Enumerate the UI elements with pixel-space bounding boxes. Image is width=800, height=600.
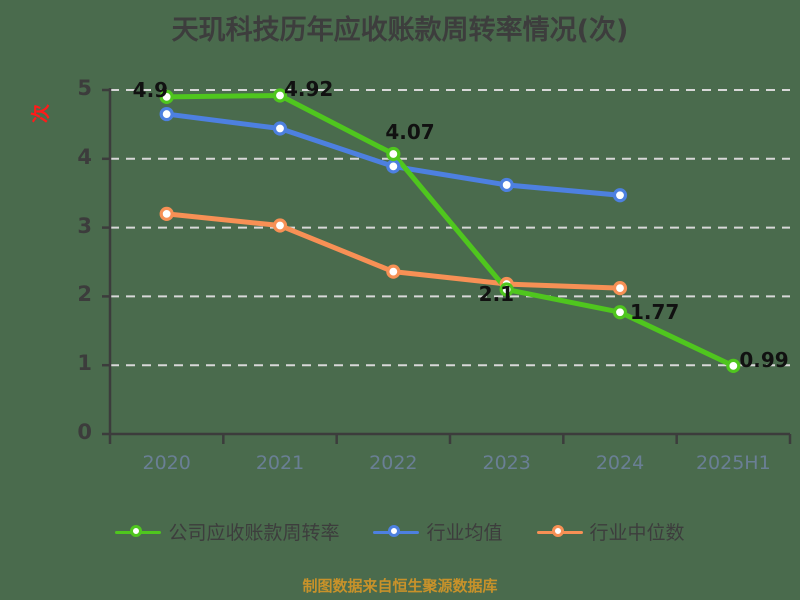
chart-legend: 公司应收账款周转率 行业均值 行业中位数 [0, 518, 800, 545]
data-point [499, 282, 514, 297]
y-tick-label: 4 [77, 144, 92, 169]
legend-item-1[interactable]: 公司应收账款周转率 [115, 518, 339, 545]
data-point [272, 218, 288, 233]
y-tick-label: 1 [77, 351, 92, 376]
x-tick-label: 2020 [142, 452, 191, 474]
data-label: 4.07 [385, 119, 435, 144]
data-point [386, 264, 401, 279]
legend-marker-icon [536, 522, 583, 542]
legend-label: 行业均值 [426, 522, 503, 544]
chart-title: 天玑科技历年应收账款周转率情况(次) [171, 15, 629, 46]
data-point [159, 206, 174, 221]
data-point [612, 188, 628, 203]
legend-item-2[interactable]: 行业均值 [373, 518, 503, 545]
y-tick-label: 2 [77, 282, 92, 307]
data-label: 1.77 [630, 300, 680, 325]
y-tick-label: 0 [77, 420, 92, 444]
legend-item-3[interactable]: 行业中位数 [536, 518, 685, 545]
legend-dot-icon [388, 524, 401, 537]
data-label: 4.92 [284, 76, 334, 101]
data-point [159, 89, 174, 104]
data-point [612, 281, 628, 296]
chart-footer-note: 制图数据来自恒生聚源数据库 [302, 577, 498, 595]
data-point [726, 358, 741, 373]
data-label: 2.1 [478, 281, 515, 306]
x-tick-label: 2021 [255, 452, 305, 474]
y-tick-label: 3 [77, 213, 92, 238]
legend-label: 行业中位数 [589, 522, 685, 544]
legend-dot-icon [130, 524, 143, 537]
x-tick-label: 2023 [482, 452, 531, 474]
data-point [386, 159, 401, 174]
y-tick-label: 5 [77, 76, 92, 100]
data-point [272, 88, 288, 103]
data-point [272, 121, 288, 136]
x-tick-label: 2025H1 [695, 452, 771, 474]
legend-marker-icon [115, 522, 162, 542]
legend-label: 公司应收账款周转率 [168, 522, 340, 544]
x-tick-label: 2022 [369, 452, 418, 474]
legend-dot-icon [551, 524, 564, 537]
x-tick-label: 2024 [595, 452, 645, 474]
data-point [159, 106, 174, 122]
data-label: 0.99 [739, 347, 789, 372]
series-line-1 [164, 93, 736, 369]
data-point [612, 305, 628, 320]
data-point [499, 177, 514, 193]
data-point [386, 146, 401, 162]
legend-marker-icon [373, 522, 420, 542]
data-label: 4.9 [132, 77, 169, 102]
